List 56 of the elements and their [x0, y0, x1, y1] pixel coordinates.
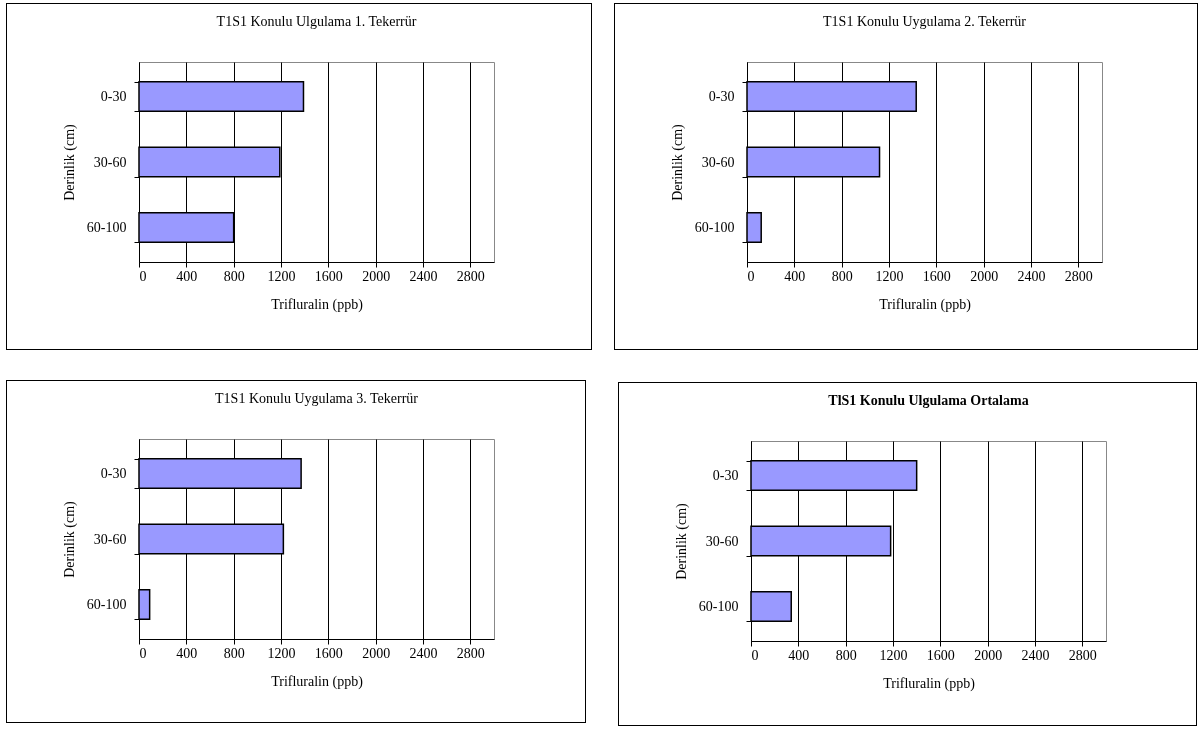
- x-tick-label: 2800: [1068, 647, 1097, 663]
- y-tick-label: 0-30: [712, 467, 739, 483]
- chart-title: T1S1 Konulu Ulgulama 1. Tekerrür: [216, 14, 417, 29]
- x-tick-label: 400: [176, 268, 198, 284]
- y-tick-label: 60-100: [698, 599, 739, 615]
- x-tick-label: 800: [831, 268, 853, 284]
- y-tick-label: 0-30: [100, 88, 127, 104]
- x-tick-label: 400: [784, 268, 806, 284]
- x-axis-title: Trifluralin (ppb): [883, 675, 976, 692]
- x-tick-label: 0: [747, 268, 755, 284]
- x-tick-label: 2800: [456, 268, 485, 284]
- y-tick-label: 60-100: [694, 220, 735, 236]
- y-tick-label: 30-60: [705, 533, 739, 549]
- y-axis-title: Derinlik (cm): [61, 500, 78, 578]
- x-tick-label: 2000: [362, 645, 391, 661]
- x-tick-label: 0: [139, 645, 147, 661]
- x-tick-label: 1200: [875, 268, 904, 284]
- x-tick-label: 1600: [922, 268, 951, 284]
- x-tick-label: 800: [223, 268, 245, 284]
- x-tick-label: 0: [751, 647, 759, 663]
- x-tick-label: 1200: [267, 645, 296, 661]
- x-tick-label: 1200: [879, 647, 908, 663]
- x-tick-label: 2000: [362, 268, 391, 284]
- x-tick-label: 2400: [409, 268, 438, 284]
- x-tick-label: 1600: [314, 645, 343, 661]
- x-tick-label: 2400: [409, 645, 438, 661]
- y-tick-label: 0-30: [100, 465, 127, 481]
- y-tick-label: 30-60: [701, 154, 735, 170]
- x-tick-label: 1600: [926, 647, 955, 663]
- y-tick-label: 30-60: [93, 531, 127, 547]
- x-tick-label: 2400: [1021, 647, 1050, 663]
- y-tick-label: 60-100: [86, 597, 127, 613]
- x-axis-title: Trifluralin (ppb): [271, 296, 364, 313]
- chart-title: T1S1 Konulu Uygulama 2. Tekerrür: [823, 14, 1027, 29]
- chart-title: TlS1 Konulu Ulgulama Ortalama: [828, 393, 1029, 408]
- y-axis-title: Derinlik (cm): [669, 123, 686, 201]
- x-tick-label: 400: [176, 645, 198, 661]
- y-axis-title: Derinlik (cm): [673, 502, 690, 580]
- x-tick-label: 800: [223, 645, 245, 661]
- y-tick-label: 0-30: [708, 88, 735, 104]
- x-tick-label: 2000: [974, 647, 1003, 663]
- x-axis-title: Trifluralin (ppb): [271, 673, 364, 690]
- y-tick-label: 30-60: [93, 154, 127, 170]
- x-tick-label: 800: [835, 647, 857, 663]
- x-tick-label: 2400: [1017, 268, 1046, 284]
- x-tick-label: 2800: [456, 645, 485, 661]
- x-tick-label: 1200: [267, 268, 296, 284]
- y-axis-title: Derinlik (cm): [61, 123, 78, 201]
- y-tick-label: 60-100: [86, 220, 127, 236]
- x-tick-label: 0: [139, 268, 147, 284]
- chart-title: T1S1 Konulu Uygulama 3. Tekerrür: [215, 391, 419, 406]
- x-tick-label: 2000: [970, 268, 999, 284]
- x-tick-label: 400: [788, 647, 810, 663]
- x-tick-label: 1600: [314, 268, 343, 284]
- x-axis-title: Trifluralin (ppb): [879, 296, 972, 313]
- x-tick-label: 2800: [1064, 268, 1093, 284]
